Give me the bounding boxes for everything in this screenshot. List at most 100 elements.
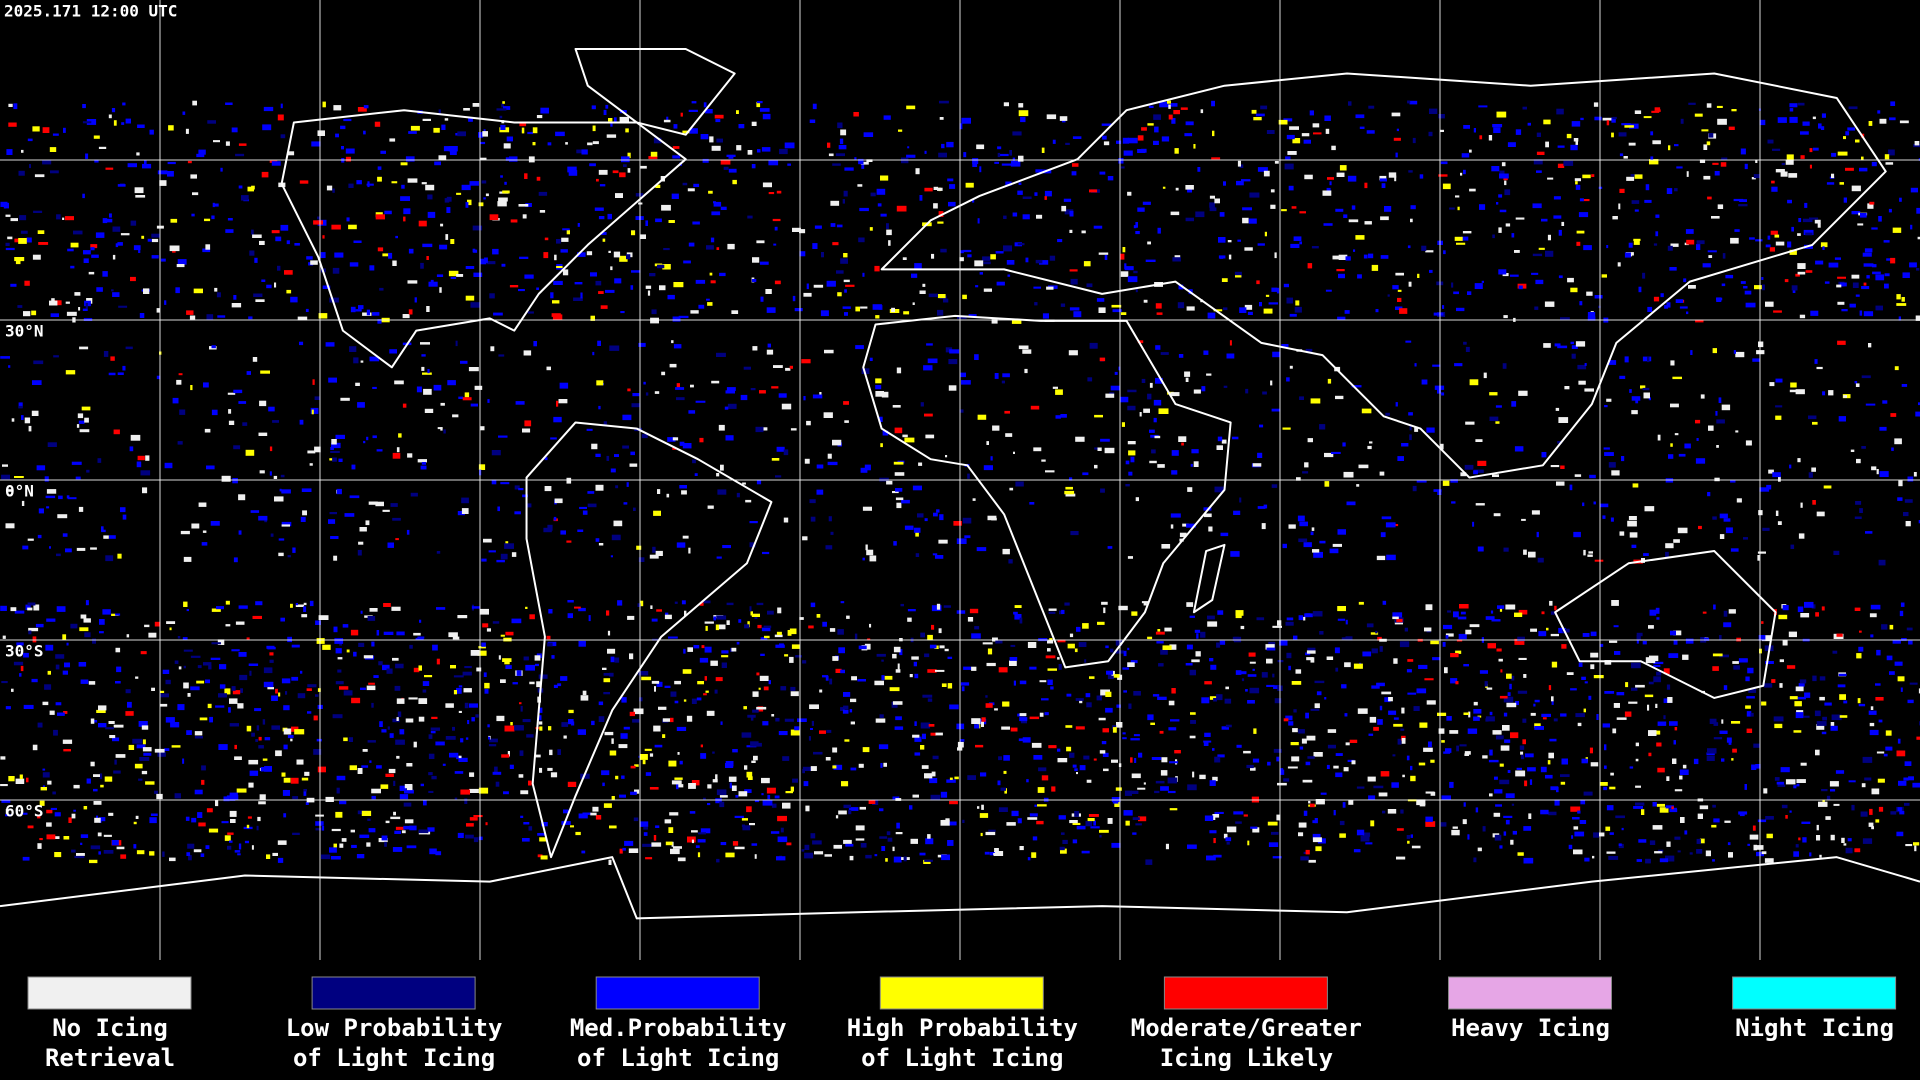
icing-pixel <box>974 626 980 630</box>
icing-pixel <box>765 289 772 294</box>
icing-pixel <box>1812 421 1818 425</box>
icing-pixel <box>1143 408 1150 413</box>
icing-pixel <box>728 776 737 782</box>
icing-pixel <box>844 167 854 171</box>
icing-pixel <box>1631 687 1638 691</box>
icing-pixel <box>438 155 447 161</box>
icing-pixel <box>1124 790 1132 796</box>
icing-pixel <box>709 136 714 143</box>
icing-pixel <box>1546 627 1549 631</box>
eurasia <box>882 73 1886 477</box>
icing-pixel <box>1599 782 1608 786</box>
icing-pixel <box>116 666 122 673</box>
icing-pixel <box>574 606 581 609</box>
icing-pixel <box>843 804 851 809</box>
icing-pixel <box>1557 145 1565 148</box>
icing-pixel <box>192 100 197 106</box>
icing-pixel <box>1233 811 1244 815</box>
icing-pixel <box>1292 138 1301 144</box>
icing-pixel <box>1081 850 1090 854</box>
icing-pixel <box>1401 443 1409 447</box>
icing-pixel <box>55 654 65 659</box>
icing-pixel <box>1190 720 1196 724</box>
icing-pixel <box>755 426 764 433</box>
icing-pixel <box>684 610 687 617</box>
icing-pixel <box>1555 407 1560 411</box>
icing-pixel <box>42 160 52 165</box>
icing-pixel <box>1251 109 1257 114</box>
icing-pixel <box>413 667 420 673</box>
icing-pixel <box>1162 645 1172 650</box>
icing-pixel <box>387 542 394 548</box>
icing-pixel <box>256 725 260 731</box>
icing-pixel <box>758 687 761 690</box>
icing-pixel <box>1754 285 1762 290</box>
icing-pixel <box>1816 835 1821 841</box>
icing-pixel <box>212 202 215 208</box>
icing-pixel <box>1358 464 1369 469</box>
icing-pixel <box>231 303 242 308</box>
icing-pixel <box>476 667 482 672</box>
icing-pixel <box>1430 791 1436 796</box>
icing-pixel <box>936 509 940 513</box>
icing-pixel <box>547 642 553 647</box>
icing-pixel <box>1667 245 1673 251</box>
icing-pixel <box>1499 779 1510 785</box>
icing-pixel <box>658 706 667 710</box>
icing-pixel <box>1833 550 1840 555</box>
icing-pixel <box>1335 667 1339 672</box>
icing-pixel <box>528 780 532 786</box>
icing-pixel <box>1294 306 1302 313</box>
icing-pixel <box>960 682 970 686</box>
icing-pixel <box>135 815 139 819</box>
icing-pixel <box>258 515 268 521</box>
icing-pixel <box>1156 641 1164 644</box>
icing-pixel <box>586 251 593 256</box>
icing-pixel <box>912 302 915 305</box>
icing-pixel <box>322 101 326 108</box>
icing-pixel <box>1167 100 1171 104</box>
icing-pixel <box>1723 622 1732 628</box>
icing-pixel <box>698 832 706 835</box>
icing-pixel <box>1098 717 1106 721</box>
icing-pixel <box>488 736 491 740</box>
icing-pixel <box>427 194 433 200</box>
icing-pixel <box>154 621 161 627</box>
icing-pixel <box>469 788 479 793</box>
icing-pixel <box>1193 144 1196 149</box>
icing-pixel <box>377 247 384 252</box>
icing-pixel <box>971 199 975 203</box>
icing-pixel <box>929 778 938 784</box>
icing-pixel <box>249 770 259 776</box>
icing-pixel <box>663 119 671 123</box>
icing-pixel <box>1425 791 1435 794</box>
icing-pixel <box>1719 654 1729 658</box>
icing-pixel <box>1502 363 1507 369</box>
icing-pixel <box>940 820 950 826</box>
icing-pixel <box>533 341 537 347</box>
icing-pixel <box>524 173 528 179</box>
icing-pixel <box>1061 205 1067 212</box>
icing-pixel <box>279 488 282 492</box>
icing-pixel <box>1547 177 1554 180</box>
icing-pixel <box>1855 501 1862 505</box>
icing-pixel <box>567 613 573 619</box>
icing-pixel <box>64 216 74 221</box>
icing-pixel <box>1239 164 1244 168</box>
icing-pixel <box>1181 442 1184 446</box>
icing-pixel <box>577 729 586 735</box>
icing-pixel <box>307 450 316 454</box>
icing-pixel <box>789 628 797 635</box>
icing-pixel <box>1267 821 1278 826</box>
icing-pixel <box>1913 842 1920 846</box>
icing-pixel <box>587 491 595 494</box>
icing-pixel <box>861 164 865 169</box>
icing-pixel <box>1560 781 1566 785</box>
icing-pixel <box>676 726 687 731</box>
icing-pixel <box>782 802 791 809</box>
icing-pixel <box>1836 633 1843 637</box>
icing-pixel <box>1759 487 1770 492</box>
icing-pixel <box>1475 807 1479 813</box>
icing-pixel <box>143 752 152 756</box>
icing-pixel <box>850 698 857 703</box>
